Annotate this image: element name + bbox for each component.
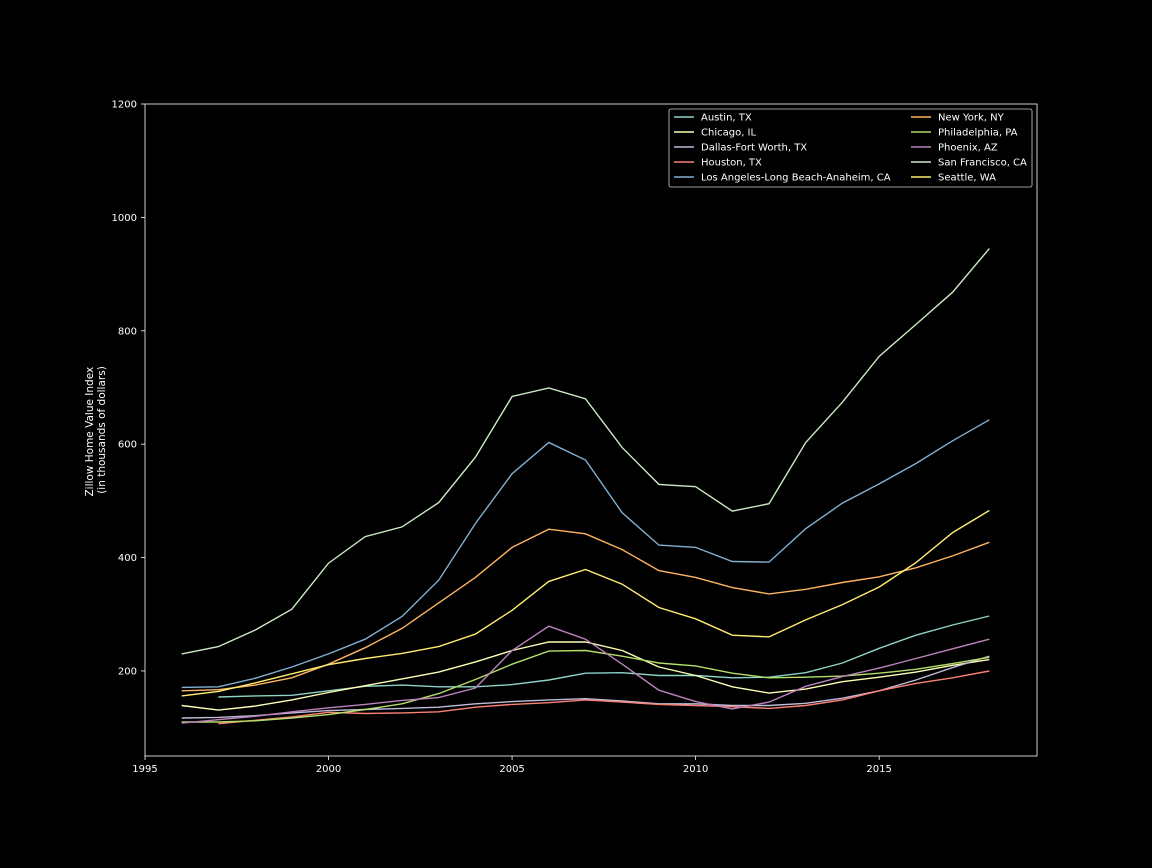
y-tick-label: 400 — [118, 553, 137, 564]
y-tick-label: 1000 — [112, 213, 137, 224]
legend-label-5: New York, NY — [938, 113, 1005, 124]
series-line-3 — [218, 670, 990, 725]
legend-label-3: Houston, TX — [701, 158, 762, 169]
y-tick-label: 600 — [118, 440, 137, 451]
series-line-7 — [181, 625, 990, 724]
legend-label-7: Phoenix, AZ — [938, 143, 998, 154]
legend-label-1: Chicago, IL — [701, 128, 756, 139]
series-line-4 — [181, 419, 990, 689]
series-line-9 — [181, 509, 990, 697]
series-layer — [181, 248, 990, 725]
series-line-1 — [181, 641, 990, 711]
legend: Austin, TX Chicago, IL Dallas-Fort Worth, … — [668, 108, 1033, 188]
series-line-8 — [181, 248, 990, 655]
x-tick-label: 2015 — [866, 764, 891, 775]
legend-label-2: Dallas-Fort Worth, TX — [701, 143, 807, 154]
x-tick-label: 2000 — [316, 764, 341, 775]
y-axis: 200 400 600 800 1000 1200 — [112, 100, 145, 677]
y-axis-label-line2: (in thousands of dollars) — [96, 366, 108, 494]
legend-label-0: Austin, TX — [701, 113, 752, 124]
series-line-2 — [181, 655, 990, 719]
legend-label-4: Los Angeles-Long Beach-Anaheim, CA — [701, 173, 891, 184]
y-axis-label-line1: Zillow Home Value Index — [84, 367, 96, 497]
x-tick-label: 2005 — [499, 764, 524, 775]
series-line-5 — [181, 528, 990, 692]
x-axis: 1995 2000 2005 2010 2015 — [132, 756, 892, 775]
legend-label-8: San Francisco, CA — [938, 158, 1027, 169]
x-tick-label: 1995 — [132, 764, 157, 775]
y-axis-label: Zillow Home Value Index (in thousands of… — [84, 363, 108, 496]
y-tick-label: 800 — [118, 326, 137, 337]
plot-area-frame — [144, 103, 1038, 757]
legend-frame — [668, 108, 1033, 188]
legend-label-9: Seattle, WA — [938, 173, 996, 184]
series-line-6 — [181, 649, 990, 723]
y-tick-label: 1200 — [112, 100, 137, 111]
x-tick-label: 2010 — [683, 764, 708, 775]
legend-label-6: Philadelphia, PA — [938, 128, 1018, 139]
y-tick-label: 200 — [118, 666, 137, 677]
